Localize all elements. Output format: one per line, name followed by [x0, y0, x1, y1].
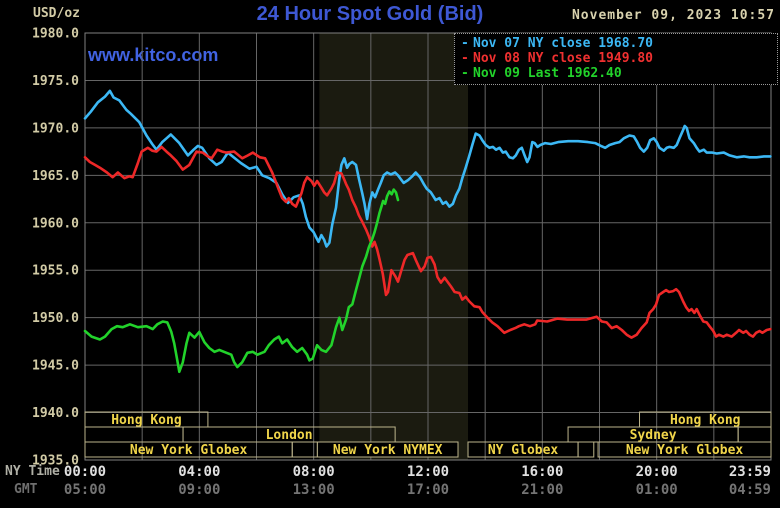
- page-title: 24 Hour Spot Gold (Bid): [256, 3, 484, 25]
- x-tick-gmt: 21:00: [521, 482, 563, 498]
- y-axis-unit-label: USD/oz: [33, 6, 80, 21]
- x-tick-ny-time: 23:59: [729, 464, 771, 480]
- nymex-session-band: [319, 33, 469, 460]
- session-box: [84, 426, 184, 443]
- x-tick-ny-time: 20:00: [636, 464, 678, 480]
- plot-border: [84, 32, 772, 461]
- legend-label: Nov 08 NY close 1949.80: [473, 51, 654, 66]
- y-axis-tick-label: 1960.0: [32, 216, 79, 231]
- nov07-series-dash-icon: -: [461, 36, 469, 51]
- x-tick-gmt: 13:00: [293, 482, 335, 498]
- x-tick-ny-time: 12:00: [407, 464, 449, 480]
- ny-time-axis-label: NY Time: [5, 464, 60, 479]
- session-label: Hong Kong: [670, 413, 740, 428]
- y-axis-tick-label: 1970.0: [32, 121, 79, 136]
- session-label: New York Globex: [626, 443, 744, 458]
- y-axis-tick-label: 1935.0: [32, 454, 79, 469]
- chart-datetime: November 09, 2023 10:57: [571, 8, 775, 23]
- x-tick-ny-time: 00:00: [64, 464, 106, 480]
- x-tick-ny-time: 04:00: [178, 464, 220, 480]
- y-axis-tick-label: 1980.0: [32, 27, 79, 42]
- y-axis-tick-label: 1955.0: [32, 264, 79, 279]
- y-axis-tick-label: 1950.0: [32, 311, 79, 326]
- x-tick-gmt: 05:00: [64, 482, 106, 498]
- x-tick-ny-time: 16:00: [521, 464, 563, 480]
- price-line-nov07: [83, 89, 772, 248]
- x-tick-ny-time: 08:00: [293, 464, 335, 480]
- session-label: New York Globex: [130, 443, 248, 458]
- session-box-new-york-globex: [597, 441, 772, 458]
- session-label: NY Globex: [488, 443, 559, 458]
- x-tick-gmt: 01:00: [636, 482, 678, 498]
- x-tick-gmt: 09:00: [178, 482, 220, 498]
- session-box-new-york-nymex: [316, 441, 459, 458]
- legend-item-nov07: - Nov 07 NY close 1968.70: [461, 36, 773, 51]
- session-box: [737, 426, 772, 443]
- gmt-axis-label: GMT: [14, 482, 38, 497]
- legend-box: - Nov 07 NY close 1968.70 - Nov 08 NY clos…: [454, 33, 778, 85]
- y-axis-tick-label: 1945.0: [32, 359, 79, 374]
- price-line-nov08: [83, 145, 772, 339]
- session-label: London: [266, 428, 313, 443]
- price-line-nov09: [83, 188, 400, 374]
- y-axis-tick-label: 1975.0: [32, 74, 79, 89]
- legend-item-nov09: - Nov 09 Last 1962.40: [461, 66, 773, 81]
- legend-item-nov08: - Nov 08 NY close 1949.80: [461, 51, 773, 66]
- kitco-watermark-link[interactable]: www.kitco.com: [88, 45, 219, 65]
- nov09-series-dash-icon: -: [461, 66, 469, 81]
- session-box: [577, 441, 595, 458]
- legend-label: Nov 09 Last 1962.40: [473, 66, 622, 81]
- session-label: Sydney: [630, 428, 677, 443]
- session-label: New York NYMEX: [333, 443, 443, 458]
- legend-label: Nov 07 NY close 1968.70: [473, 36, 654, 51]
- y-axis-tick-label: 1965.0: [32, 169, 79, 184]
- session-label: Hong Kong: [111, 413, 181, 428]
- nov08-series-dash-icon: -: [461, 51, 469, 66]
- x-tick-gmt: 04:59: [729, 482, 771, 498]
- x-tick-gmt: 17:00: [407, 482, 449, 498]
- y-axis-tick-label: 1940.0: [32, 406, 79, 421]
